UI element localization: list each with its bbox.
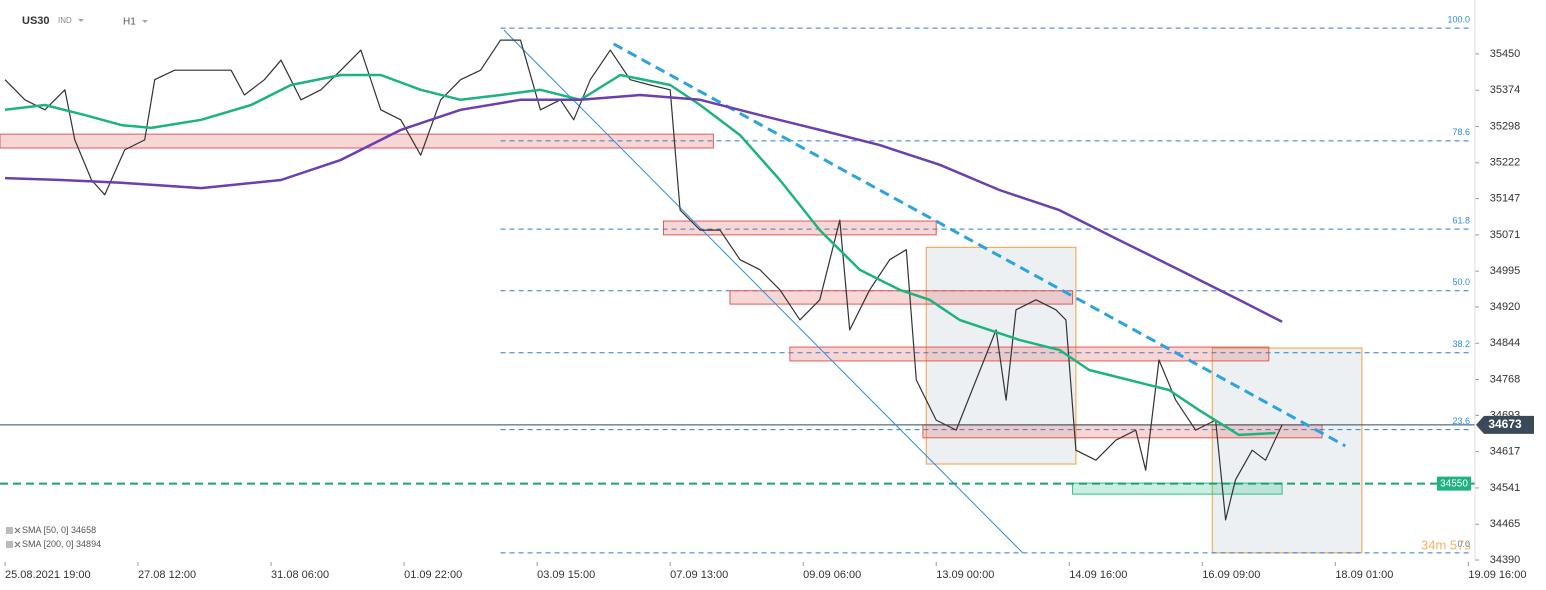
x-tick-label: 27.08 12:00	[138, 569, 196, 581]
x-tick-label: 13.09 00:00	[936, 569, 994, 581]
level-badge-label: 34550	[1440, 478, 1468, 489]
legend-value: 34658	[71, 525, 96, 535]
timeframe[interactable]: H1	[123, 17, 136, 28]
dropdown-arrow[interactable]	[78, 19, 84, 22]
legend-close	[14, 541, 21, 548]
y-tick-label: 34768	[1490, 373, 1521, 385]
y-tick-label: 34920	[1490, 301, 1521, 313]
legend-value: 34894	[76, 539, 101, 549]
x-tick-label: 07.09 13:00	[670, 569, 728, 581]
x-tick-label: 19.09 16:00	[1468, 569, 1526, 581]
zone	[922, 424, 1323, 439]
legend-name: SMA [200, 0]	[22, 539, 74, 549]
zone	[0, 133, 714, 149]
y-tick-label: 34390	[1490, 554, 1521, 566]
sma-line	[4, 73, 1276, 437]
fib-label: 50.0	[1452, 277, 1470, 287]
trendline	[612, 42, 1347, 448]
header: US30 IND H1	[22, 15, 148, 28]
fib-label: 100.0	[1447, 15, 1470, 25]
legend-icon	[6, 541, 13, 548]
x-tick-label: 16.09 09:00	[1202, 569, 1260, 581]
range-box	[1211, 347, 1363, 554]
price-badge	[1476, 415, 1534, 434]
level-badge	[1437, 476, 1471, 491]
symbol[interactable]: US30	[22, 15, 50, 27]
y-tick-label: 35071	[1490, 229, 1521, 241]
x-tick-label: 01.09 22:00	[404, 569, 462, 581]
dropdown-arrow[interactable]	[142, 20, 148, 23]
fib-label: 78.6	[1452, 127, 1470, 137]
y-tick-label: 35450	[1490, 48, 1521, 60]
y-tick-label: 34465	[1490, 518, 1521, 530]
trendline	[503, 29, 1024, 554]
zone	[1072, 482, 1283, 495]
sma-line	[4, 93, 1283, 323]
fib-label: 0.0	[1457, 539, 1470, 549]
x-tick-label: 14.09 16:00	[1069, 569, 1127, 581]
y-tick-label: 34617	[1490, 446, 1521, 458]
price-line	[4, 39, 1283, 521]
instrument-type: IND	[58, 16, 72, 25]
x-tick-label: 31.08 06:00	[271, 569, 329, 581]
y-tick-label: 34541	[1490, 482, 1521, 494]
zone	[789, 346, 1270, 362]
legend-icon	[6, 527, 13, 534]
fib-label: 23.6	[1452, 416, 1470, 426]
y-tick-label: 35374	[1490, 84, 1521, 96]
legend-entry: SMA [200, 0] 34894	[22, 539, 101, 549]
legend-entry: SMA [50, 0] 34658	[22, 525, 96, 535]
y-tick-label: 35222	[1490, 157, 1521, 169]
y-tick-label: 35147	[1490, 193, 1521, 205]
fib-label: 61.8	[1452, 216, 1470, 226]
x-tick-label: 25.08.2021 19:00	[5, 569, 91, 581]
fib-label: 38.2	[1452, 339, 1470, 349]
x-tick-label: 09.09 06:00	[803, 569, 861, 581]
x-tick-label: 18.09 01:00	[1335, 569, 1393, 581]
x-tick-label: 03.09 15:00	[537, 569, 595, 581]
y-tick-label: 34995	[1490, 265, 1521, 277]
legend-close	[14, 527, 21, 534]
countdown: 34m 57s	[1421, 537, 1471, 552]
price-badge-label: 34673	[1488, 417, 1522, 431]
y-tick-label: 34844	[1490, 337, 1521, 349]
zone	[663, 220, 937, 236]
legend-name: SMA [50, 0]	[22, 525, 69, 535]
y-tick-label: 35298	[1490, 120, 1521, 132]
